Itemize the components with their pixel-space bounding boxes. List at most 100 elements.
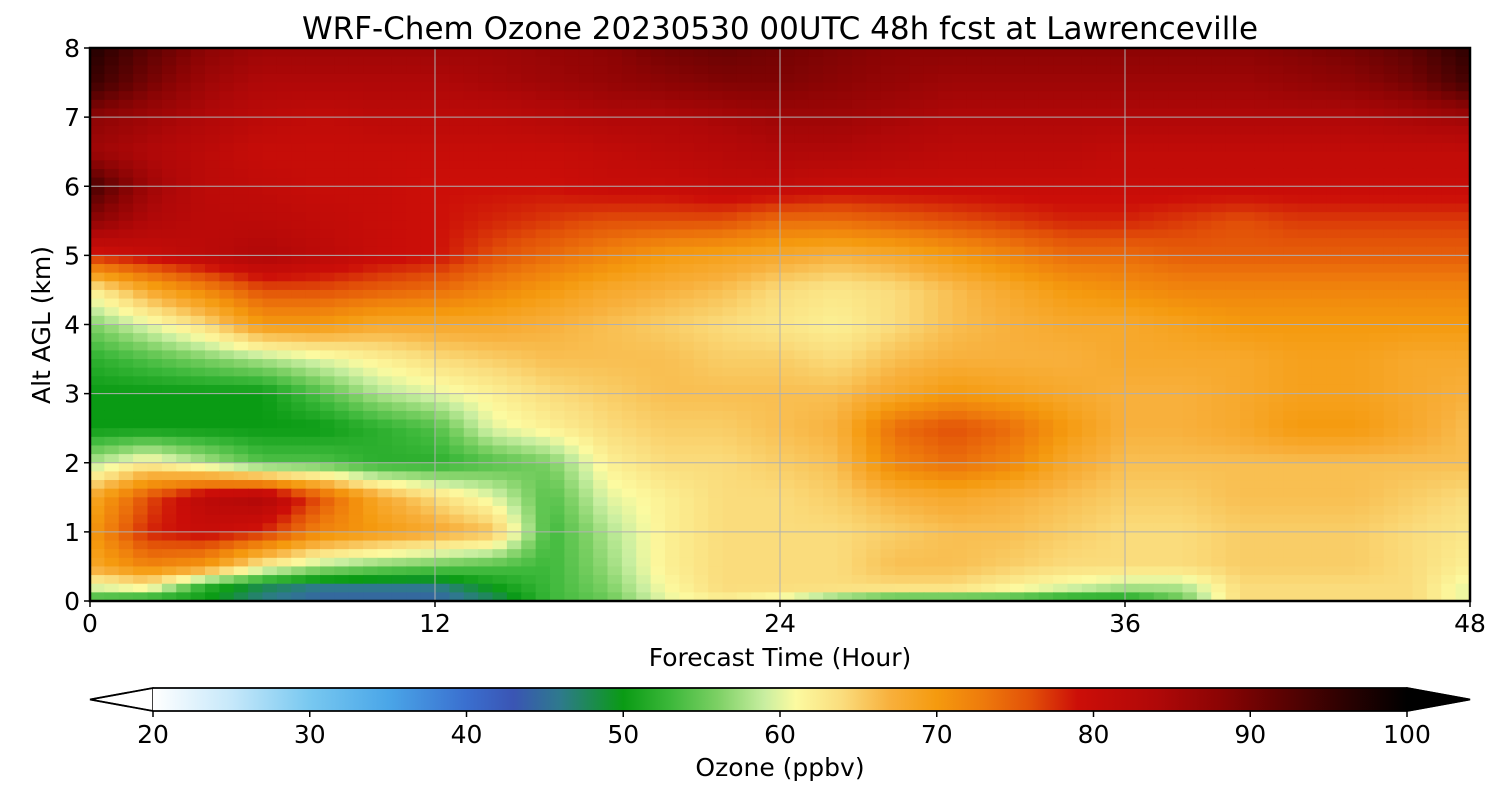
heatmap-cell <box>449 454 465 464</box>
heatmap-cell <box>391 82 407 92</box>
heatmap-cell <box>607 410 623 421</box>
heatmap-cell <box>1311 255 1327 265</box>
heatmap-cell <box>1110 289 1126 300</box>
heatmap-cell <box>435 125 450 136</box>
heatmap-cell <box>1311 186 1327 196</box>
heatmap-cell <box>420 480 436 490</box>
heatmap-cell <box>1038 246 1054 256</box>
heatmap-cell <box>564 402 580 412</box>
heatmap-cell <box>478 177 494 187</box>
heatmap-cell <box>463 238 479 248</box>
heatmap-cell <box>1196 125 1212 136</box>
heatmap-cell <box>938 82 954 92</box>
heatmap-cell <box>1297 229 1313 239</box>
heatmap-cell <box>90 143 105 153</box>
heatmap-cell <box>966 73 982 84</box>
heatmap-cell <box>1067 341 1083 352</box>
heatmap-cell <box>1110 341 1126 352</box>
heatmap-cell <box>1139 367 1155 377</box>
heatmap-cell <box>147 73 163 84</box>
heatmap-cell <box>1283 238 1299 248</box>
heatmap-cell <box>1455 56 1470 66</box>
heatmap-cell <box>391 99 407 110</box>
heatmap-cell <box>190 341 206 352</box>
heatmap-cell <box>1168 376 1184 386</box>
heatmap-cell <box>435 177 450 187</box>
heatmap-cell <box>1426 246 1442 256</box>
heatmap-cell <box>291 91 307 101</box>
heatmap-cell <box>377 402 393 412</box>
heatmap-cell <box>305 419 321 429</box>
heatmap-cell <box>1053 82 1069 92</box>
heatmap-cell <box>1297 143 1313 153</box>
heatmap-cell <box>535 315 551 326</box>
heatmap-cell <box>348 384 364 395</box>
heatmap-cell <box>981 298 997 308</box>
heatmap-cell <box>1096 281 1112 291</box>
heatmap-cell <box>1383 428 1399 438</box>
heatmap-cell <box>248 436 264 447</box>
heatmap-cell <box>291 445 307 455</box>
heatmap-cell <box>291 393 307 403</box>
heatmap-cell <box>693 462 709 472</box>
heatmap-cell <box>1168 445 1184 455</box>
heatmap-cell <box>190 264 206 274</box>
heatmap-cell <box>233 367 249 377</box>
heatmap-cell <box>492 246 508 256</box>
heatmap-cell <box>1110 177 1126 187</box>
heatmap-cell <box>233 359 249 369</box>
heatmap-cell <box>118 298 134 308</box>
heatmap-cell <box>219 212 235 222</box>
heatmap-cell <box>1383 117 1399 127</box>
heatmap-cell <box>90 56 105 66</box>
heatmap-cell <box>952 65 968 75</box>
heatmap-cell <box>1240 56 1255 66</box>
heatmap-cell <box>679 194 695 205</box>
heatmap-cell <box>147 281 163 291</box>
heatmap-cell <box>837 168 853 179</box>
heatmap-cell <box>320 315 335 326</box>
heatmap-cell <box>952 272 968 282</box>
heatmap-cell <box>578 359 594 369</box>
heatmap-cell <box>923 108 939 118</box>
heatmap-cell <box>1182 255 1198 265</box>
heatmap-cell <box>1067 194 1083 205</box>
heatmap-cell <box>1369 289 1385 300</box>
heatmap-cell <box>1053 333 1069 343</box>
heatmap-cell <box>406 333 422 343</box>
heatmap-cell <box>348 117 364 127</box>
heatmap-cell <box>205 99 220 110</box>
heatmap-cell <box>1455 384 1470 395</box>
heatmap-cell <box>1125 480 1140 490</box>
heatmap-cell <box>808 229 824 239</box>
heatmap-cell <box>895 410 910 421</box>
heatmap-cell <box>1024 143 1040 153</box>
heatmap-cell <box>981 151 997 161</box>
heatmap-cell <box>1196 56 1212 66</box>
heatmap-cell <box>478 333 494 343</box>
heatmap-cell <box>521 333 537 343</box>
heatmap-cell <box>1096 289 1112 300</box>
heatmap-cell <box>909 393 925 403</box>
heatmap-cell <box>104 272 120 282</box>
heatmap-cell <box>636 99 652 110</box>
heatmap-cell <box>363 151 379 161</box>
heatmap-cell <box>377 177 393 187</box>
heatmap-cell <box>219 108 235 118</box>
heatmap-cell <box>176 315 192 326</box>
heatmap-cell <box>449 436 465 447</box>
heatmap-cell <box>478 350 494 360</box>
heatmap-cell <box>420 194 436 205</box>
heatmap-cell <box>679 341 695 352</box>
heatmap-cell <box>923 82 939 92</box>
heatmap-cell <box>320 419 335 429</box>
heatmap-cell <box>708 480 724 490</box>
heatmap-cell <box>981 108 997 118</box>
heatmap-cell <box>736 48 752 58</box>
heatmap-cell <box>952 315 968 326</box>
heatmap-cell <box>665 402 680 412</box>
heatmap-cell <box>334 471 350 481</box>
heatmap-cell <box>205 203 220 213</box>
heatmap-cell <box>780 445 795 455</box>
heatmap-cell <box>90 428 105 438</box>
